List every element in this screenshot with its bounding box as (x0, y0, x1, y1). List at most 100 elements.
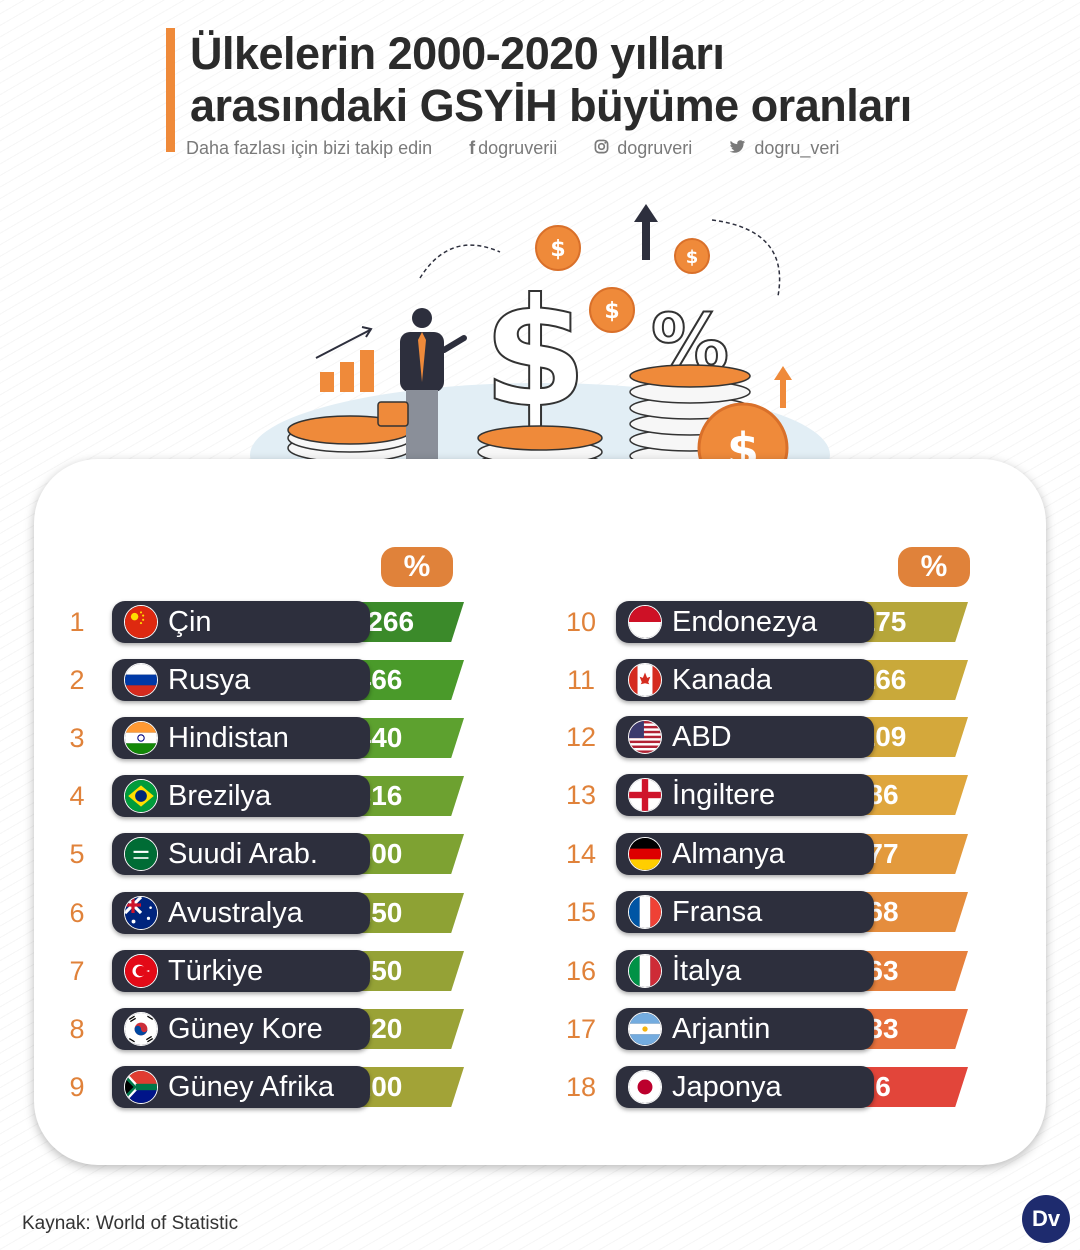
country-pill: Almanya (616, 833, 874, 875)
title-line-2: arasındaki GSYİH büyüme oranları (190, 80, 912, 131)
twitter-icon (729, 138, 751, 158)
country-name: Fransa (672, 896, 763, 928)
country-name: İtalya (672, 955, 742, 987)
source-text: Kaynak: World of Statistic (22, 1213, 239, 1234)
country-name: Brezilya (168, 780, 272, 812)
country-pill: Güney Afrika (112, 1066, 370, 1108)
country-name: ABD (672, 721, 732, 753)
rank-number: 18 (565, 1072, 597, 1102)
value-label: 6 (875, 1071, 891, 1102)
flag-saudi-arabia-icon (124, 837, 158, 871)
dollar-symbol: $ (482, 266, 588, 442)
rank-number: 3 (69, 723, 85, 753)
flag-south-korea-icon (124, 1012, 158, 1046)
country-pill: Türkiye (112, 950, 370, 992)
country-pill: Hindistan (112, 717, 370, 759)
country-pill: Japonya (616, 1066, 874, 1108)
svg-text:$: $ (550, 237, 565, 262)
country-pill: Brezilya (112, 775, 370, 817)
title-line-1: Ülkelerin 2000-2020 yılları (190, 28, 725, 79)
flag-france-icon (628, 895, 662, 929)
rank-number: 7 (69, 956, 85, 986)
rank-number: 6 (69, 898, 85, 928)
rank-number: 2 (69, 665, 85, 695)
rank-number: 8 (69, 1014, 85, 1044)
country-pill: Fransa (616, 891, 874, 933)
country-name: Suudi Arab. (168, 838, 318, 870)
country-name: Endonezya (672, 606, 818, 638)
social-bar: Daha fazlası için bizi takip edin f dogru… (186, 137, 839, 159)
rank-number: 1 (69, 607, 85, 637)
country-pill: Çin (112, 601, 370, 643)
flag-canada-icon (628, 663, 662, 697)
country-name: Avustralya (168, 897, 303, 929)
rank-number: 11 (566, 665, 596, 695)
flag-usa-icon (628, 720, 662, 754)
rank-number: 10 (565, 607, 597, 637)
percent-header-left: % (381, 547, 453, 587)
rank-number: 15 (565, 897, 597, 927)
country-name: Almanya (672, 838, 785, 870)
rank-number: 12 (565, 722, 597, 752)
brand-logo: Dv (1022, 1195, 1070, 1243)
country-pill: Avustralya (112, 892, 370, 934)
flag-russia-icon (124, 663, 158, 697)
percent-header-right: % (898, 547, 970, 587)
title-accent-bar (166, 28, 175, 152)
country-name: Hindistan (168, 722, 289, 754)
twitter-handle: dogru_veri (754, 137, 840, 158)
country-name: Güney Afrika (168, 1071, 335, 1103)
facebook-link[interactable]: f dogruverii (469, 138, 557, 159)
page-title: Ülkelerin 2000-2020 yılları arasındaki G… (190, 28, 912, 132)
country-name: Çin (168, 606, 212, 638)
flag-australia-icon (124, 896, 158, 930)
facebook-icon: f (469, 137, 476, 158)
twitter-link[interactable]: dogru_veri (729, 138, 839, 159)
svg-text:$: $ (483, 267, 587, 441)
rank-number: 17 (565, 1014, 597, 1044)
country-name: Güney Kore (168, 1013, 323, 1045)
country-pill: Suudi Arab. (112, 833, 370, 875)
rank-number: 16 (565, 956, 597, 986)
country-name: Rusya (168, 664, 251, 696)
flag-germany-icon (628, 837, 662, 871)
flag-turkey-icon (124, 954, 158, 988)
svg-text:$: $ (604, 299, 619, 324)
rank-number: 13 (565, 780, 597, 810)
instagram-handle: dogruveri (617, 137, 693, 158)
country-pill: ABD (616, 716, 874, 758)
country-name: Kanada (672, 664, 772, 696)
country-pill: Kanada (616, 659, 874, 701)
flag-brazil-icon (124, 779, 158, 813)
flag-argentina-icon (628, 1012, 662, 1046)
flag-china-icon (124, 605, 158, 639)
country-pill: İngiltere (616, 774, 874, 816)
rank-number: 9 (69, 1072, 85, 1102)
rank-number: 14 (565, 839, 597, 869)
coin-stack-left (287, 415, 413, 463)
svg-text:$: $ (686, 247, 699, 268)
bar-chart-icon (315, 326, 374, 392)
coin-icons: $ $ $ (535, 225, 710, 333)
country-name: Japonya (672, 1071, 782, 1103)
flag-south-africa-icon (124, 1070, 158, 1104)
country-name: Arjantin (672, 1013, 771, 1045)
rank-number: 5 (69, 839, 85, 869)
up-arrow-icon (634, 204, 792, 408)
facebook-handle: dogruverii (478, 137, 558, 158)
flag-italy-icon (628, 954, 662, 988)
instagram-icon (594, 138, 614, 158)
country-pill: Arjantin (616, 1008, 874, 1050)
flag-india-icon (124, 721, 158, 755)
rank-number: 4 (69, 781, 85, 811)
country-name: Türkiye (168, 955, 264, 987)
country-pill: Güney Kore (112, 1008, 370, 1050)
flag-japan-icon (628, 1070, 662, 1104)
flag-indonesia-icon (628, 605, 662, 639)
country-name: İngiltere (672, 779, 776, 811)
flag-england-icon (628, 778, 662, 812)
instagram-link[interactable]: dogruveri (594, 138, 692, 159)
follow-text: Daha fazlası için bizi takip edin (186, 137, 433, 158)
curved-arrows (419, 219, 781, 297)
country-pill: İtalya (616, 950, 874, 992)
